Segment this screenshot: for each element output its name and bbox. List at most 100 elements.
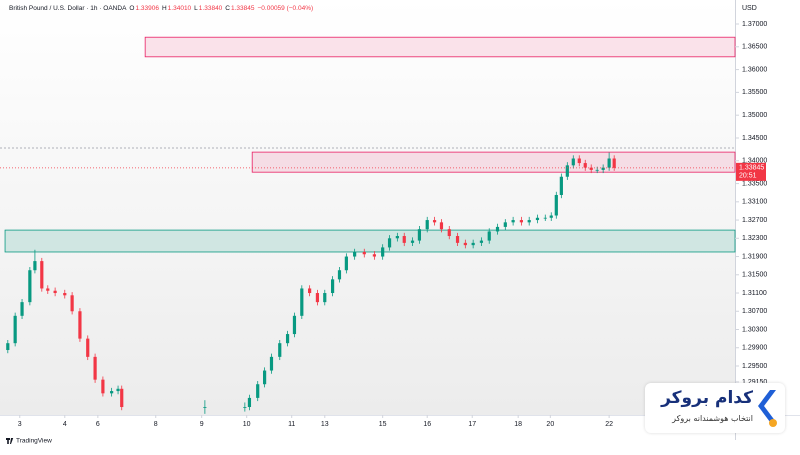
x-tick-label: 17 bbox=[468, 421, 476, 428]
candle-body bbox=[278, 343, 282, 357]
y-tick-label: 1.31500 bbox=[742, 272, 767, 279]
ohlc-value: 1.34010 bbox=[168, 5, 192, 12]
y-tick-label: 1.29150 bbox=[742, 379, 767, 386]
symbol: British Pound / U.S. Dollar · 1h · OANDA bbox=[9, 5, 127, 12]
x-tick-label: 15 bbox=[379, 421, 387, 428]
candle-body bbox=[315, 293, 320, 303]
candle-body bbox=[527, 220, 531, 223]
ohlc-value: 1.33906 bbox=[135, 5, 159, 12]
candle-body bbox=[53, 290, 57, 294]
candle-body bbox=[6, 343, 10, 351]
candle-body bbox=[292, 315, 297, 335]
y-tick-label: 1.31100 bbox=[742, 290, 767, 297]
candle-body bbox=[511, 220, 515, 223]
countdown: 20:51 bbox=[739, 173, 757, 180]
change: −0.00059 (−0.04%) bbox=[258, 5, 314, 12]
candle-body bbox=[607, 158, 611, 168]
candle-body bbox=[425, 220, 429, 230]
x-tick-label: 9 bbox=[200, 421, 204, 428]
x-tick-label: 13 bbox=[321, 421, 329, 428]
ohlc-key: L bbox=[194, 5, 198, 12]
candle-body bbox=[86, 338, 90, 357]
y-tick-label: 1.33100 bbox=[742, 199, 767, 206]
candle-body bbox=[46, 288, 50, 291]
candle-body bbox=[503, 222, 507, 227]
y-tick-label: 1.32300 bbox=[742, 235, 767, 242]
candle-body bbox=[263, 370, 267, 385]
candle-body bbox=[344, 256, 348, 271]
candle-body bbox=[353, 251, 357, 257]
y-tick-label: 1.31900 bbox=[742, 253, 767, 260]
candle-body bbox=[612, 158, 616, 168]
candle-body bbox=[285, 334, 290, 344]
candle-body bbox=[471, 242, 475, 246]
x-tick-label: 16 bbox=[423, 421, 431, 428]
candle-body bbox=[395, 236, 399, 239]
candle-body bbox=[565, 165, 569, 177]
chart-header: British Pound / U.S. Dollar · 1h · OANDA… bbox=[9, 5, 313, 12]
candle-body bbox=[269, 356, 274, 371]
candle-body bbox=[116, 388, 120, 392]
candle-body bbox=[337, 270, 342, 280]
candle-body bbox=[300, 288, 304, 316]
candle-body bbox=[13, 315, 17, 344]
y-tick-label: 1.30700 bbox=[742, 308, 767, 315]
candle-body bbox=[559, 176, 563, 195]
y-tick-label: 1.34000 bbox=[742, 158, 767, 165]
y-tick-label: 1.35000 bbox=[742, 112, 767, 119]
ohlc-key: O bbox=[129, 5, 134, 12]
zone bbox=[144, 36, 736, 58]
x-tick-label: 6 bbox=[96, 421, 100, 428]
branding: TradingView bbox=[6, 438, 52, 445]
candle-body bbox=[93, 356, 97, 380]
candle-body bbox=[549, 215, 553, 218]
y-tick-label: 1.29500 bbox=[742, 363, 767, 370]
y-tick-label: 1.33500 bbox=[742, 180, 767, 187]
candle-body bbox=[455, 236, 460, 243]
candle-body bbox=[487, 231, 491, 241]
candle-body bbox=[120, 388, 124, 408]
candle-body bbox=[243, 407, 247, 408]
candle-body bbox=[543, 217, 547, 219]
branding-text: TradingView bbox=[16, 438, 52, 445]
candle-body bbox=[577, 158, 581, 164]
candle-body bbox=[101, 379, 105, 394]
last-price-label: 1.33845 bbox=[739, 165, 764, 172]
candle-body bbox=[63, 293, 67, 296]
candle-body bbox=[535, 217, 540, 221]
ohlc-value: 1.33840 bbox=[199, 5, 223, 12]
candle-body bbox=[554, 194, 558, 216]
candle-body bbox=[595, 169, 599, 171]
candle-body bbox=[463, 242, 467, 246]
candle-body bbox=[447, 229, 451, 237]
candle-body bbox=[256, 384, 260, 398]
y-tick-label: 1.34500 bbox=[742, 135, 767, 142]
candle-body bbox=[70, 295, 74, 312]
candle-body bbox=[410, 240, 415, 243]
candle-body bbox=[387, 238, 392, 248]
candle-body bbox=[571, 158, 575, 166]
candle-body bbox=[330, 279, 335, 294]
watermark: کدام بروکر انتخاب هوشمندانه بروکر bbox=[645, 383, 785, 433]
currency: USD bbox=[742, 5, 757, 12]
y-tick-label: 1.29900 bbox=[742, 345, 767, 352]
watermark-title: کدام بروکر bbox=[661, 388, 753, 408]
candle-body bbox=[479, 240, 484, 243]
candle-body bbox=[432, 220, 437, 223]
candle-body bbox=[323, 293, 327, 303]
x-tick-label: 10 bbox=[243, 421, 251, 428]
candle-body bbox=[381, 247, 385, 257]
y-tick-label: 1.30300 bbox=[742, 326, 767, 333]
candle-body bbox=[40, 261, 44, 289]
candle-body bbox=[20, 302, 24, 316]
y-tick-label: 1.37000 bbox=[742, 21, 767, 28]
candle-body bbox=[417, 229, 422, 241]
candle-body bbox=[519, 220, 523, 223]
x-tick-label: 8 bbox=[154, 421, 158, 428]
zone bbox=[4, 229, 736, 253]
candle-body bbox=[33, 261, 37, 271]
plot-background bbox=[0, 0, 735, 415]
candle-body bbox=[308, 288, 312, 294]
